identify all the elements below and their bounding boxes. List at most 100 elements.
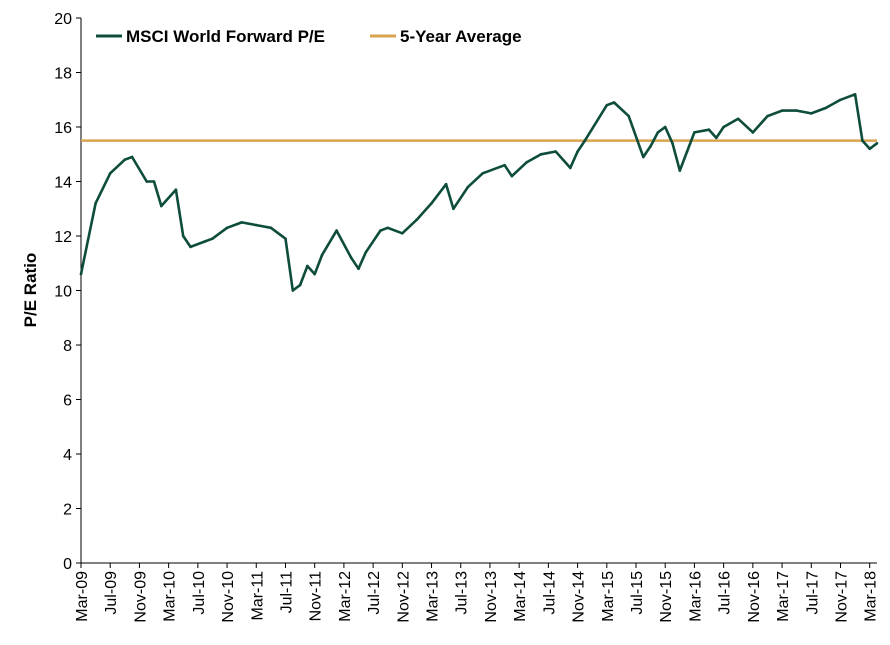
plot-area — [80, 18, 877, 564]
msci-world-pe-point — [466, 185, 470, 189]
msci-world-pe-point — [671, 142, 674, 145]
y-tick-label: 12 — [54, 229, 72, 246]
msci-world-pe-point — [649, 144, 652, 148]
msci-world-pe-point — [576, 150, 579, 153]
msci-world-pe-point — [203, 240, 207, 243]
msci-world-pe-point — [444, 182, 448, 186]
msci-world-pe-point — [693, 131, 696, 134]
msci-world-pe-point — [306, 264, 309, 268]
legend: MSCI World Forward P/E 5-Year Average — [96, 27, 522, 46]
msci-world-pe-point — [284, 237, 287, 240]
msci-world-pe-point — [780, 109, 784, 112]
msci-world-pe-point — [678, 169, 682, 172]
msci-world-pe-point — [108, 172, 112, 175]
msci-world-pe-point — [181, 234, 185, 238]
msci-world-pe-point — [357, 267, 360, 271]
x-tick-label: Mar-11 — [249, 571, 266, 621]
msci-world-pe-point — [386, 226, 390, 230]
msci-world-pe-point — [240, 221, 243, 224]
msci-world-pe-point — [810, 112, 813, 115]
legend-label-average: 5-Year Average — [400, 27, 522, 46]
legend-label-msci: MSCI World Forward P/E — [126, 27, 325, 46]
y-tick-label: 4 — [63, 447, 72, 464]
msci-world-pe-point — [123, 158, 127, 161]
x-tick-label: Jul-15 — [629, 571, 646, 615]
x-tick-label: Mar-13 — [425, 571, 442, 622]
x-tick-label: Nov-12 — [395, 571, 412, 623]
msci-world-pe-point — [452, 207, 455, 211]
msci-world-pe-point — [627, 114, 630, 118]
x-tick-label: Jul-17 — [804, 571, 821, 615]
msci-world-pe-point — [839, 98, 842, 102]
msci-world-pe-point — [211, 237, 214, 240]
msci-world-pe-point — [130, 155, 134, 159]
msci-world-pe-point — [269, 226, 273, 230]
msci-world-pe-point — [868, 147, 871, 151]
y-axis-title: P/E Ratio — [21, 253, 40, 328]
msci-world-pe-point — [254, 223, 258, 227]
msci-world-pe-point — [824, 106, 828, 110]
x-tick-label: Mar-18 — [863, 571, 880, 622]
y-tick-label: 16 — [54, 120, 72, 137]
msci-world-pe-point — [79, 272, 83, 276]
x-tick-label: Nov-17 — [833, 571, 850, 623]
msci-world-pe-point — [189, 245, 192, 249]
msci-world-pe-point — [554, 150, 557, 153]
x-tick-label: Jul-09 — [103, 571, 120, 615]
y-tick-label: 0 — [63, 556, 72, 573]
x-tick-label: Nov-13 — [483, 571, 500, 623]
msci-world-pe-point — [722, 125, 725, 129]
msci-world-pe-point — [335, 229, 338, 232]
msci-world-pe-point — [853, 93, 857, 96]
msci-world-pe-point — [612, 101, 616, 104]
msci-world-pe-point — [861, 139, 864, 142]
msci-world-pe-point — [430, 202, 433, 205]
y-tick-label: 10 — [54, 284, 72, 301]
x-tick-label: Jul-10 — [191, 571, 208, 615]
msci-world-pe-point — [481, 172, 485, 175]
msci-world-pe-point — [707, 128, 711, 131]
msci-world-pe-point — [525, 161, 528, 164]
x-tick-label: Mar-15 — [600, 571, 617, 622]
x-tick-label: Jul-12 — [366, 571, 383, 615]
msci-world-pe-point — [510, 174, 514, 178]
msci-world-pe-point — [313, 272, 317, 276]
msci-world-pe-point — [751, 131, 755, 134]
msci-world-pe-point — [291, 289, 295, 292]
msci-world-pe-point — [349, 256, 353, 260]
msci-world-pe-point — [320, 253, 324, 257]
x-tick-label: Nov-15 — [658, 571, 675, 623]
y-tick-label: 18 — [54, 66, 72, 83]
x-tick-label: Mar-09 — [74, 571, 91, 622]
x-tick-label: Nov-11 — [308, 571, 325, 621]
series-layer — [79, 93, 879, 292]
msci-world-pe-point — [160, 204, 163, 208]
msci-world-pe-point — [583, 139, 587, 142]
msci-world-pe-point — [503, 163, 506, 167]
msci-world-pe-point — [401, 232, 404, 235]
x-tick-label: Nov-10 — [220, 571, 237, 623]
x-tick-label: Mar-17 — [775, 571, 792, 622]
msci-world-pe-point — [715, 136, 718, 140]
msci-world-pe-point — [663, 125, 667, 129]
x-tick-label: Jul-13 — [454, 571, 471, 615]
x-tick-label: Mar-12 — [337, 571, 354, 622]
msci-world-pe-point — [766, 114, 769, 118]
x-tick-label: Jul-16 — [717, 571, 734, 615]
y-tick-label: 8 — [63, 338, 72, 355]
x-tick-label: Jul-14 — [541, 571, 558, 615]
x-tick-label: Mar-10 — [162, 571, 179, 622]
msci-world-pe-line — [79, 93, 878, 292]
y-tick-label: 20 — [54, 11, 72, 28]
msci-world-pe-point — [685, 150, 689, 153]
msci-world-pe-point — [145, 180, 148, 183]
x-tick-label: Nov-09 — [132, 571, 149, 623]
msci-world-pe-point — [656, 131, 660, 134]
x-tick-label: Nov-16 — [746, 571, 763, 623]
msci-world-pe-point — [642, 155, 645, 159]
msci-world-pe-point — [569, 166, 572, 170]
x-axis: Mar-09 Jul-09 Nov-09 Mar-10 Jul-10 Nov-10 Mar-… — [74, 563, 880, 623]
y-tick-label: 14 — [54, 175, 72, 192]
msci-world-pe-point — [364, 251, 368, 254]
x-tick-label: Nov-14 — [571, 571, 588, 623]
